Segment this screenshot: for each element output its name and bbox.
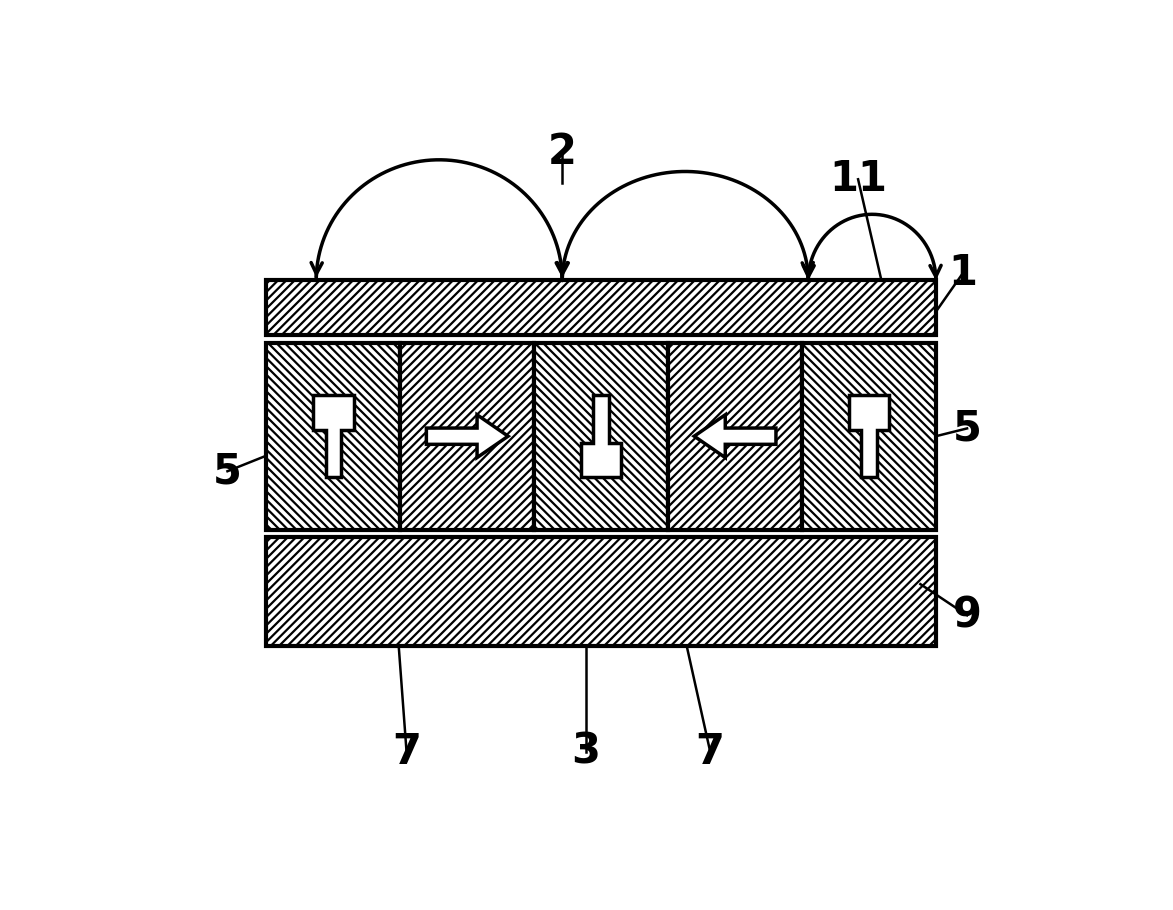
Text: 7: 7: [696, 731, 725, 773]
Polygon shape: [313, 395, 353, 477]
Polygon shape: [426, 415, 508, 458]
Bar: [266, 538, 936, 646]
Polygon shape: [581, 395, 622, 477]
Bar: [534, 343, 669, 530]
Text: 1: 1: [949, 252, 977, 294]
Text: 11: 11: [829, 158, 887, 200]
Polygon shape: [694, 415, 777, 458]
Bar: [266, 343, 400, 530]
Bar: [802, 343, 936, 530]
Text: 3: 3: [571, 731, 601, 773]
Bar: [400, 343, 534, 530]
Text: 5: 5: [952, 408, 982, 450]
Polygon shape: [849, 395, 889, 477]
Text: 5: 5: [213, 450, 242, 492]
Text: 2: 2: [548, 131, 577, 173]
Bar: [266, 280, 936, 335]
Bar: [669, 343, 802, 530]
Text: 7: 7: [392, 731, 421, 773]
Text: 9: 9: [952, 594, 982, 636]
